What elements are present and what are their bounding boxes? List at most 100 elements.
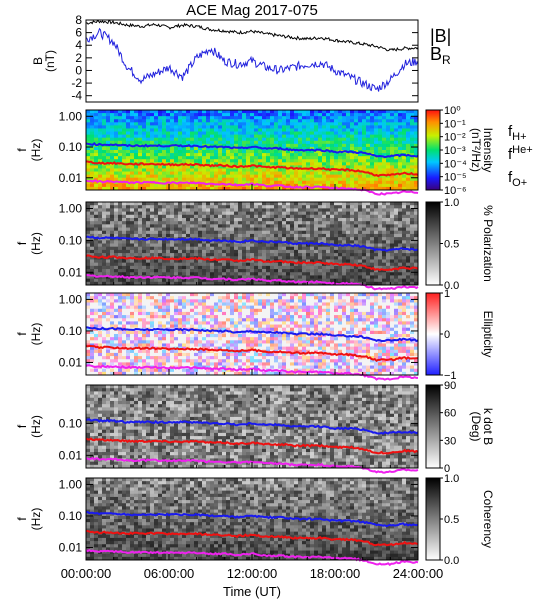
y-axis-unit: (Hz) xyxy=(29,415,43,438)
colorbar-tick-label: 0.0 xyxy=(444,280,459,292)
y-axis-unit: (Hz) xyxy=(29,232,43,255)
ion-line-h xyxy=(85,510,419,528)
colorbar-tick-label: −1 xyxy=(444,370,457,382)
colorbar-tick-label: 0.5 xyxy=(444,514,459,526)
ion-line-h xyxy=(85,235,419,252)
colorbar-tick-label: 10⁻⁴ xyxy=(444,158,467,170)
x-tick-label: 18:00:00 xyxy=(310,566,361,581)
y-tick-label: 8 xyxy=(75,13,82,27)
spectrogram-image xyxy=(86,478,419,561)
ion-line-he xyxy=(85,254,419,272)
colorbar-tick-label: 60 xyxy=(444,408,456,420)
colorbar-label: k dot B xyxy=(481,408,495,445)
series-line-b-r xyxy=(85,27,419,92)
colorbar-tick-label: 0.0 xyxy=(444,555,459,567)
legend-ion-1: fHe+ xyxy=(508,144,533,163)
y-tick-label: 0.01 xyxy=(59,171,83,185)
y-tick-label: 0.10 xyxy=(59,233,83,247)
ion-line-he xyxy=(85,344,419,363)
y-axis-unit: (Hz) xyxy=(29,323,43,346)
y-axis-label: f xyxy=(15,241,29,245)
x-tick-label: 24:00:00 xyxy=(393,566,444,581)
colorbar-tick-label: 10⁻² xyxy=(444,132,466,144)
colorbar xyxy=(425,384,441,469)
x-tick-label: 00:00:00 xyxy=(61,566,112,581)
legend-total-b: |B| xyxy=(430,26,451,46)
colorbar-label: Intensity xyxy=(481,128,495,173)
y-axis-label: B xyxy=(31,57,45,65)
y-tick-label: 6 xyxy=(75,26,82,40)
y-tick-label: 1.00 xyxy=(59,477,83,491)
colorbar-label: Ellipticity xyxy=(481,311,495,358)
y-tick-label: 0.10 xyxy=(59,324,83,338)
colorbar-tick-label: 0 xyxy=(444,329,450,341)
legend-ion-0: fH+ xyxy=(508,123,527,143)
y-tick-label: 4 xyxy=(75,38,82,52)
ion-line-h xyxy=(86,326,419,343)
colorbar-tick-label: 30 xyxy=(444,435,456,447)
colorbar-tick-label: 0.5 xyxy=(444,239,459,251)
colorbar xyxy=(425,292,441,376)
colorbar-tick-label: 10⁻⁵ xyxy=(444,172,467,184)
y-tick-label: 0.01 xyxy=(59,448,83,462)
ion-line-he xyxy=(86,160,419,178)
y-tick-label: 0.10 xyxy=(59,416,83,430)
colorbar-tick-label: 1.0 xyxy=(444,197,459,209)
y-tick-label: 0 xyxy=(75,63,82,77)
colorbar xyxy=(425,201,441,286)
ion-line-he xyxy=(85,437,419,455)
legend-b-r: BR xyxy=(430,44,451,67)
spectrogram-image xyxy=(86,385,419,469)
y-axis-label: f xyxy=(15,517,29,521)
colorbar-tick-label: 10⁻⁶ xyxy=(444,185,467,197)
colorbar-tick-label: 90 xyxy=(444,380,456,392)
y-tick-label: 0.10 xyxy=(59,509,83,523)
spectrogram-panel-2: 1.00 0.10 0.01 f (Hz) 1.0 0.5 0.0 % Polarization xyxy=(15,197,495,292)
colorbar-tick-label: 10⁻³ xyxy=(444,145,466,157)
y-tick-label: 1.00 xyxy=(59,202,83,216)
spectrogram-panel-3: 1.00 0.10 0.01 f (Hz) 1 0 −1 Ellipticity xyxy=(15,288,495,382)
x-tick-label: 06:00:00 xyxy=(144,566,195,581)
spectrogram-image xyxy=(86,293,419,376)
time-axis-label: Time (UT) xyxy=(223,584,281,599)
colorbar xyxy=(425,477,441,561)
colorbar-tick-label: 1 xyxy=(444,288,450,300)
colorbar-label: % Polarization xyxy=(481,205,495,282)
colorbar-tick-label: 1.0 xyxy=(444,473,459,485)
legend-ion-2: fO+ xyxy=(508,169,527,189)
y-tick-label: -4 xyxy=(71,89,82,103)
ion-line-h xyxy=(85,418,419,435)
spectrogram-panel-4: 0.10 0.01 f (Hz) 90 60 30 0 k dot B(Deg) xyxy=(15,380,495,475)
colorbar-tick-label: 10⁻¹ xyxy=(444,118,466,130)
y-axis-label: f xyxy=(15,424,29,428)
colorbar-unit: (Deg) xyxy=(469,411,483,441)
y-tick-label: 0.10 xyxy=(59,140,83,154)
spectrogram-panel-5: 1.00 0.10 0.01 f (Hz) 1.0 0.5 0.0 Coherency xyxy=(15,473,495,567)
y-axis-unit: (Hz) xyxy=(29,508,43,531)
spectrogram-image xyxy=(86,202,419,286)
y-tick-label: 0.01 xyxy=(59,265,83,279)
colorbar-tick-label: 10⁰ xyxy=(444,105,461,117)
colorbar-tick-label: 0 xyxy=(444,463,450,475)
y-tick-label: 1.00 xyxy=(59,292,83,306)
spectrogram-image xyxy=(86,110,419,191)
ion-line-he xyxy=(85,529,419,547)
y-tick-label: -2 xyxy=(71,76,82,90)
colorbar-label: Coherency xyxy=(481,490,495,548)
figure-title: ACE Mag 2017-075 xyxy=(186,2,318,19)
colorbar xyxy=(425,109,441,191)
y-tick-label: 0.01 xyxy=(59,355,83,369)
y-tick-label: 1.00 xyxy=(59,109,83,123)
x-tick-label: 12:00:00 xyxy=(227,566,278,581)
y-axis-label: f xyxy=(15,332,29,336)
y-axis-unit: (nT) xyxy=(43,50,57,72)
colorbar-unit: (nT²/Hz) xyxy=(469,128,483,172)
legend-b-r-subscript: R xyxy=(442,53,451,67)
time-axis: 00:00:00 06:00:00 12:00:00 18:00:00 24:00:00 xyxy=(61,566,444,581)
y-tick-label: 2 xyxy=(75,51,82,65)
series-line-total-b xyxy=(85,19,419,52)
y-tick-label: 0.01 xyxy=(59,540,83,554)
